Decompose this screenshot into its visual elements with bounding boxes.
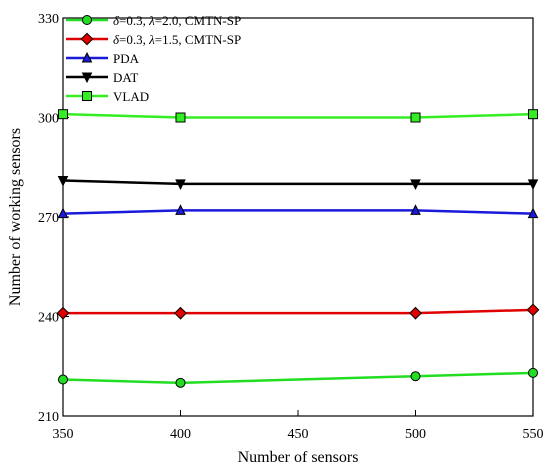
data-point xyxy=(175,377,186,388)
data-point xyxy=(175,204,186,215)
data-point xyxy=(58,109,68,120)
legend-item: VLAD xyxy=(66,89,149,104)
legend-text-part: VLAD xyxy=(113,89,149,104)
data-point xyxy=(410,179,421,190)
legend-text-part: =1.5, CMTN-SP xyxy=(155,32,241,47)
data-point xyxy=(57,176,69,187)
legend-text-part: =0.3, xyxy=(119,13,149,28)
legend-label: DAT xyxy=(113,70,138,85)
legend-text-part: δ xyxy=(113,32,120,47)
series-4 xyxy=(58,109,538,123)
series-line xyxy=(62,371,534,385)
x-tick-label: 450 xyxy=(288,427,309,442)
data-point xyxy=(410,112,421,123)
series-line xyxy=(62,112,534,119)
y-tick-label: 210 xyxy=(38,410,59,425)
y-tick-label: 330 xyxy=(38,12,59,27)
series-0 xyxy=(58,367,538,388)
data-point xyxy=(410,204,421,215)
y-axis-title: Number of working sensors xyxy=(7,128,24,306)
y-tick-label: 300 xyxy=(38,112,59,127)
data-point xyxy=(56,306,70,320)
data-point xyxy=(174,306,187,320)
data-point xyxy=(409,306,422,320)
legend-item: DAT xyxy=(66,70,138,85)
legend: δ=0.3, λ=2.0, CMTN-SPδ=0.3, λ=1.5, CMTN-… xyxy=(66,13,241,104)
legend-marker xyxy=(82,15,92,25)
series-line xyxy=(63,308,534,315)
legend-text-part: λ xyxy=(148,32,155,47)
legend-marker xyxy=(82,91,92,101)
legend-label: δ=0.3, λ=2.0, CMTN-SP xyxy=(113,13,241,28)
legend-text-part: DAT xyxy=(113,70,138,85)
legend-marker xyxy=(80,32,94,46)
legend-text-part: δ xyxy=(113,13,120,28)
legend-item: δ=0.3, λ=1.5, CMTN-SP xyxy=(66,32,241,47)
y-tick-label: 270 xyxy=(38,211,59,226)
series-3 xyxy=(57,176,539,190)
data-point xyxy=(528,367,538,378)
legend-text-part: λ xyxy=(148,13,155,28)
legend-label: δ=0.3, λ=1.5, CMTN-SP xyxy=(113,32,241,47)
legend-marker xyxy=(81,51,93,63)
x-tick-label: 350 xyxy=(53,427,74,442)
legend-text-part: =2.0, CMTN-SP xyxy=(155,13,241,28)
data-point xyxy=(58,374,68,385)
series-1 xyxy=(56,303,540,320)
legend-item: δ=0.3, λ=2.0, CMTN-SP xyxy=(66,13,241,28)
series-layer xyxy=(56,109,540,388)
data-point xyxy=(57,207,69,219)
data-point xyxy=(175,112,186,123)
data-point xyxy=(410,371,421,382)
series-line xyxy=(62,209,534,215)
legend-label: VLAD xyxy=(113,89,149,104)
data-point xyxy=(528,109,538,120)
legend-item: PDA xyxy=(66,51,140,66)
data-point xyxy=(175,179,186,190)
y-tick-label: 240 xyxy=(38,311,59,326)
data-point xyxy=(526,303,540,317)
legend-marker xyxy=(81,72,93,84)
legend-label: PDA xyxy=(113,51,140,66)
data-point xyxy=(527,207,539,219)
series-line xyxy=(62,179,533,186)
x-tick-label: 400 xyxy=(170,427,191,442)
series-2 xyxy=(57,204,539,219)
x-axis-title: Number of sensors xyxy=(238,449,359,466)
data-point xyxy=(527,179,539,190)
legend-text-part: PDA xyxy=(113,51,140,66)
legend-text-part: =0.3, xyxy=(119,32,149,47)
x-tick-label: 500 xyxy=(405,427,426,442)
x-tick-label: 550 xyxy=(523,427,544,442)
